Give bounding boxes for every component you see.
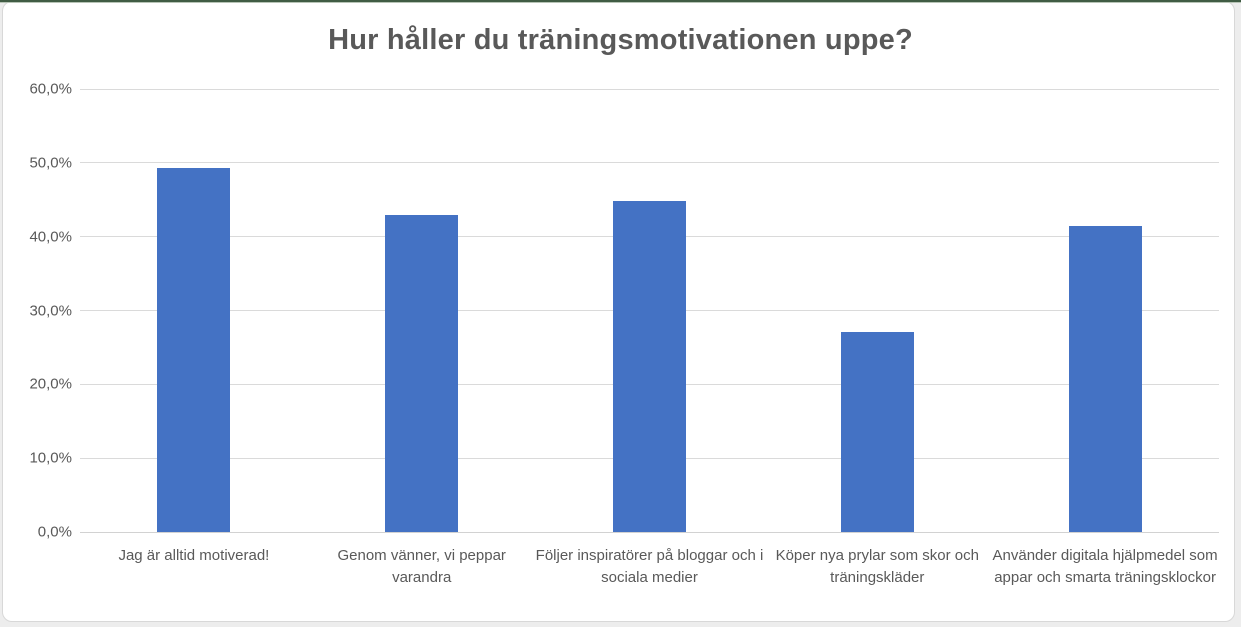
x-axis: Jag är alltid motiverad! Genom vänner, vi…: [80, 545, 1219, 620]
y-axis-tick-label: 50,0%: [29, 154, 72, 172]
bar-3[interactable]: [613, 200, 686, 532]
x-axis-line: [80, 531, 1219, 533]
x-axis-category-label: Genom vänner, vi peppar varandra: [337, 547, 506, 586]
x-axis-category-label: Använder digitala hjälpmedel som appar o…: [992, 547, 1218, 586]
bar-2[interactable]: [385, 214, 459, 532]
gridline: [80, 88, 1219, 90]
y-axis-tick-label: 10,0%: [29, 449, 72, 467]
y-axis-tick-label: 60,0%: [29, 80, 72, 98]
x-axis-category-label: Följer inspiratörer på bloggar och i soc…: [535, 547, 764, 586]
y-axis-tick-label: 30,0%: [29, 302, 72, 319]
plot-area: [80, 88, 1219, 533]
chart-title: Hur håller du träningsmotivationen uppe?: [328, 24, 913, 56]
x-axis-category-label: Jag är alltid motiverad!: [118, 547, 270, 564]
window-edge-strip-dark: [0, 0, 1241, 2]
bar-1[interactable]: [157, 168, 231, 532]
y-axis-tick-label: 0,0%: [37, 523, 72, 541]
bar-4[interactable]: [840, 331, 914, 532]
y-axis-tick-label: 40,0%: [29, 228, 72, 246]
window-edge-strip-light: [0, 2, 1241, 3]
bar-5[interactable]: [1068, 226, 1142, 532]
y-axis-tick-label: 20,0%: [29, 375, 72, 393]
y-axis: 0,0% 10,0% 20,0% 30,0% 40,0% 50,0% 60,0%: [0, 0, 72, 627]
x-axis-category-label: Köper nya prylar som skor och träningskl…: [775, 547, 979, 586]
gridline: [80, 162, 1219, 164]
